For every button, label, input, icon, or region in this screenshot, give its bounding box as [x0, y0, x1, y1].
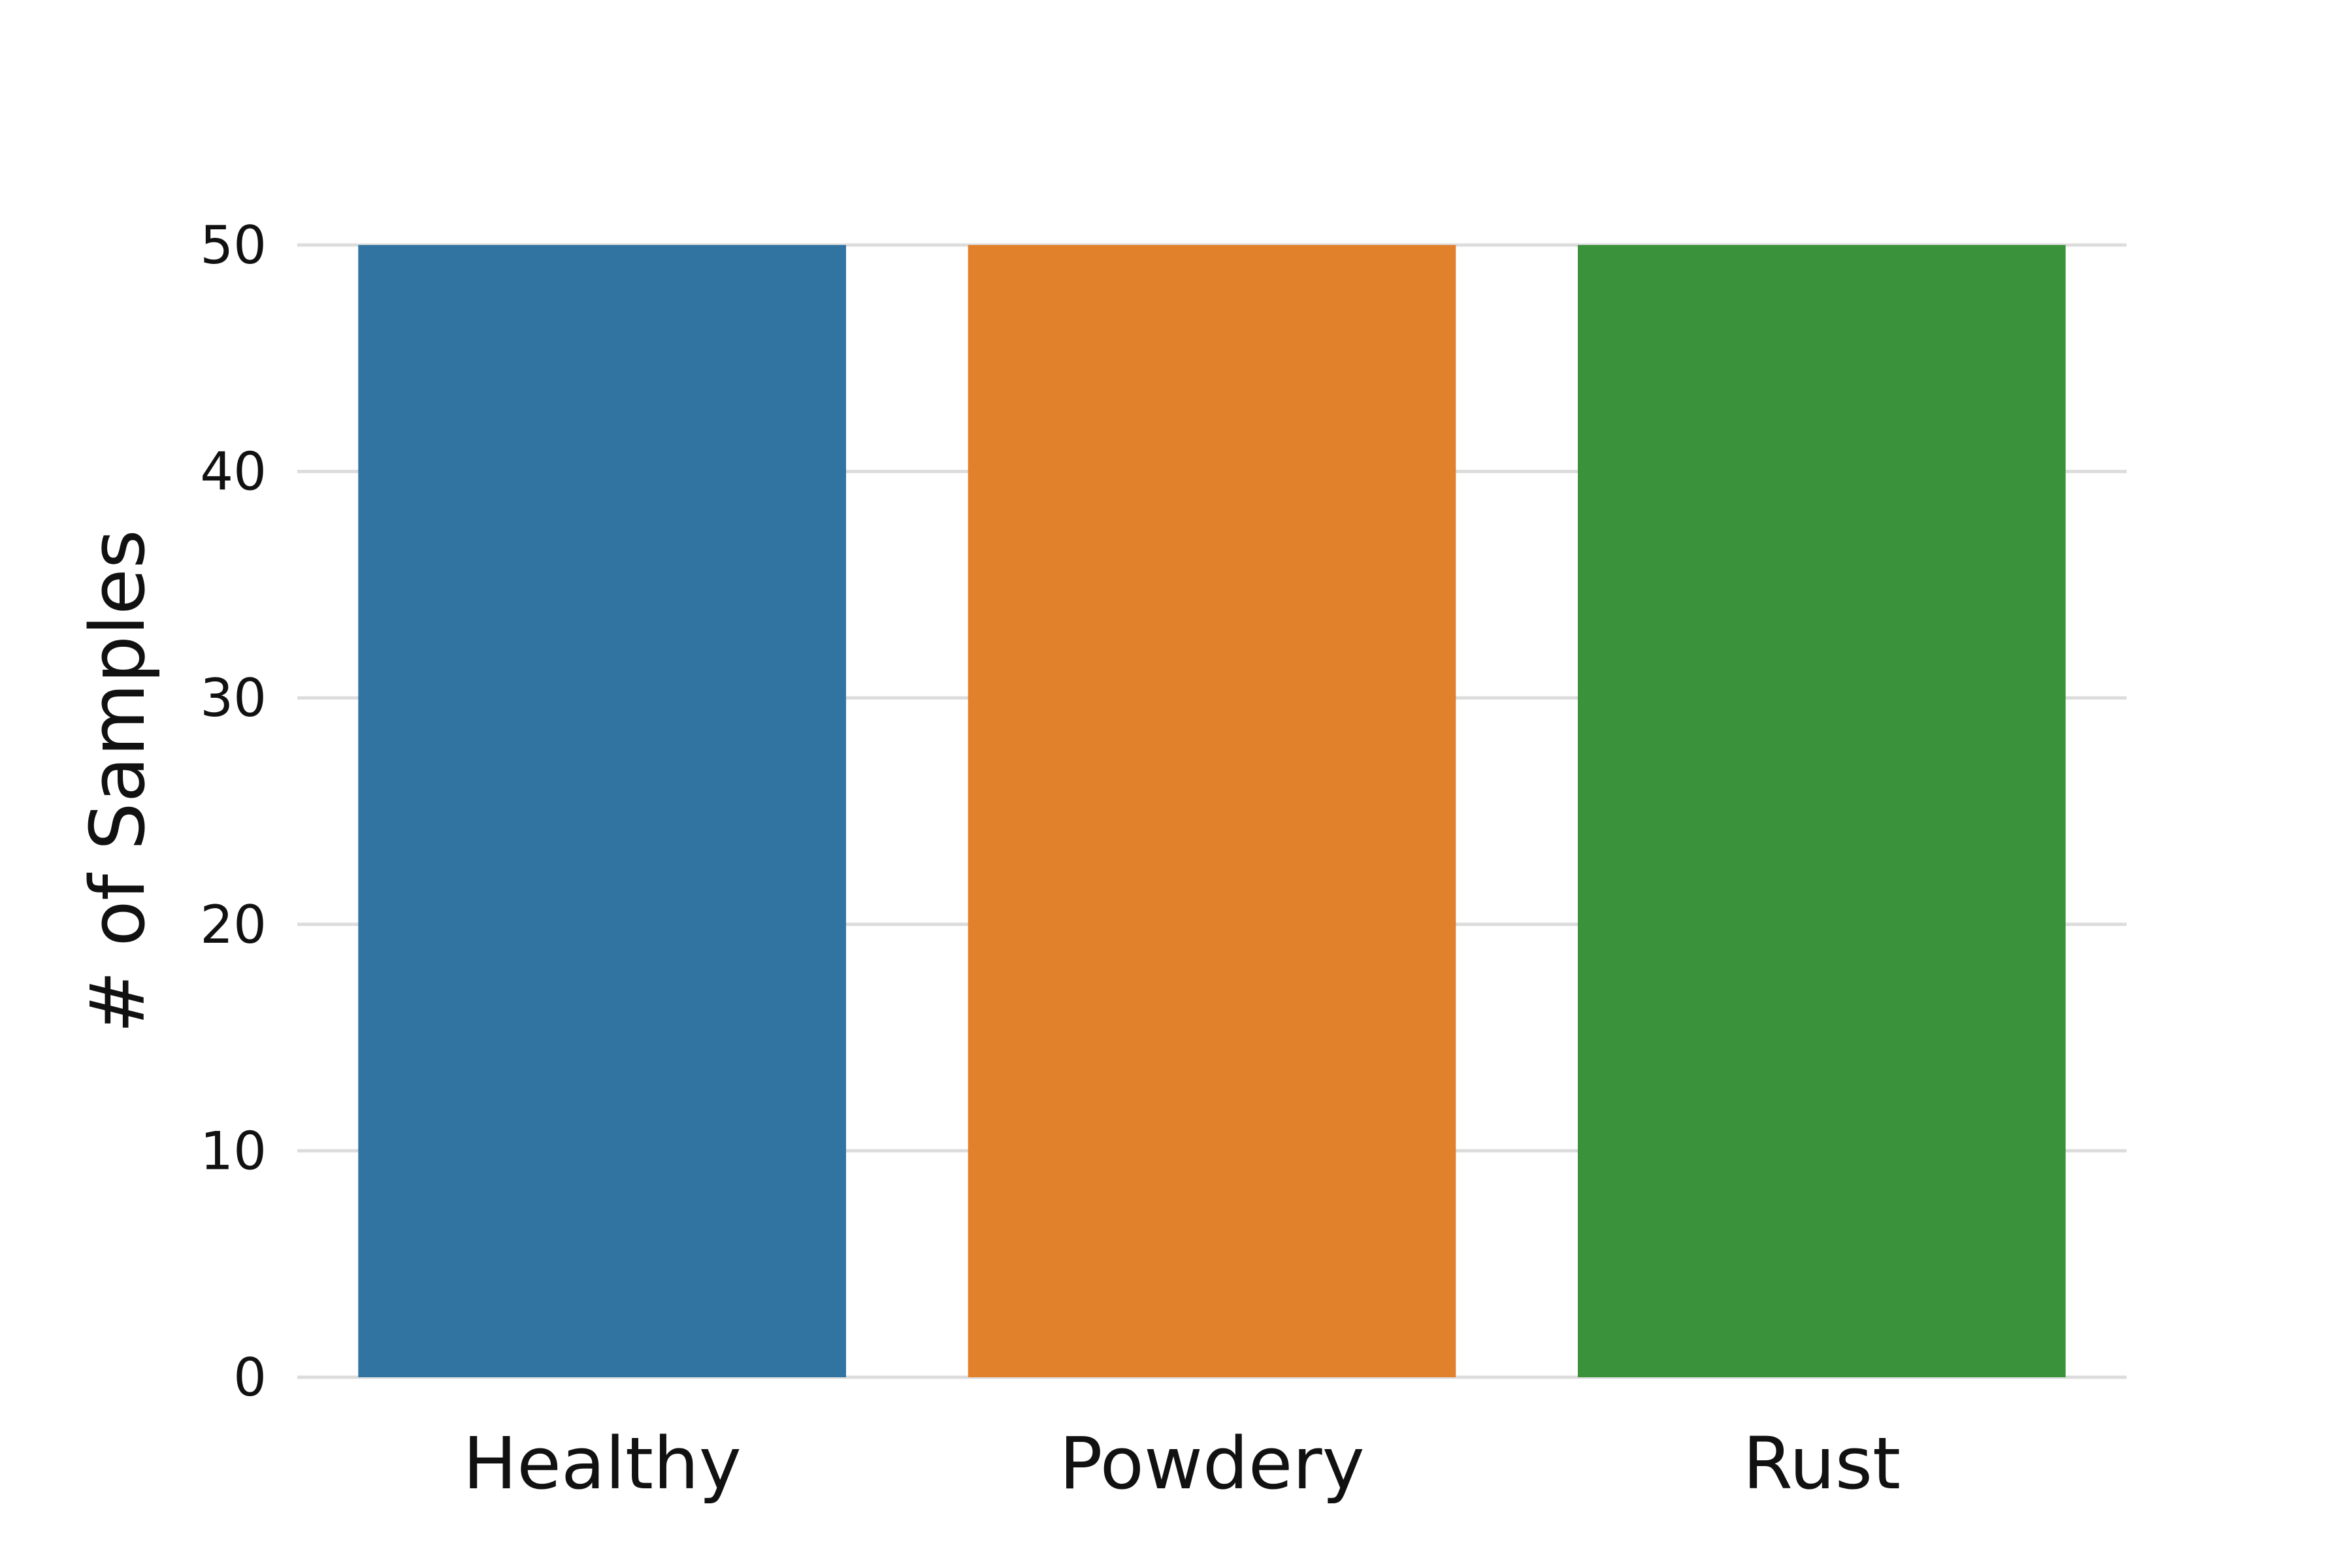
y-tick-label: 10 [200, 1120, 267, 1181]
y-tick-labels: 0 10 20 30 40 50 [200, 215, 267, 1408]
y-tick-label: 30 [200, 668, 267, 728]
bars [358, 245, 2066, 1377]
bar-healthy [358, 245, 846, 1377]
x-category-label-powdery: Powdery [1059, 1422, 1365, 1505]
x-category-label-healthy: Healthy [463, 1422, 742, 1505]
y-tick-label: 20 [200, 894, 267, 955]
x-category-labels: Healthy Powdery Rust [463, 1422, 1901, 1505]
y-tick-label: 0 [233, 1347, 267, 1408]
y-axis-label: # of Samples [74, 529, 162, 1033]
y-tick-label: 50 [200, 215, 267, 276]
bar-powdery [968, 245, 1456, 1377]
x-category-label-rust: Rust [1743, 1422, 1901, 1505]
y-tick-label: 40 [200, 442, 267, 502]
bar-rust [1578, 245, 2066, 1377]
